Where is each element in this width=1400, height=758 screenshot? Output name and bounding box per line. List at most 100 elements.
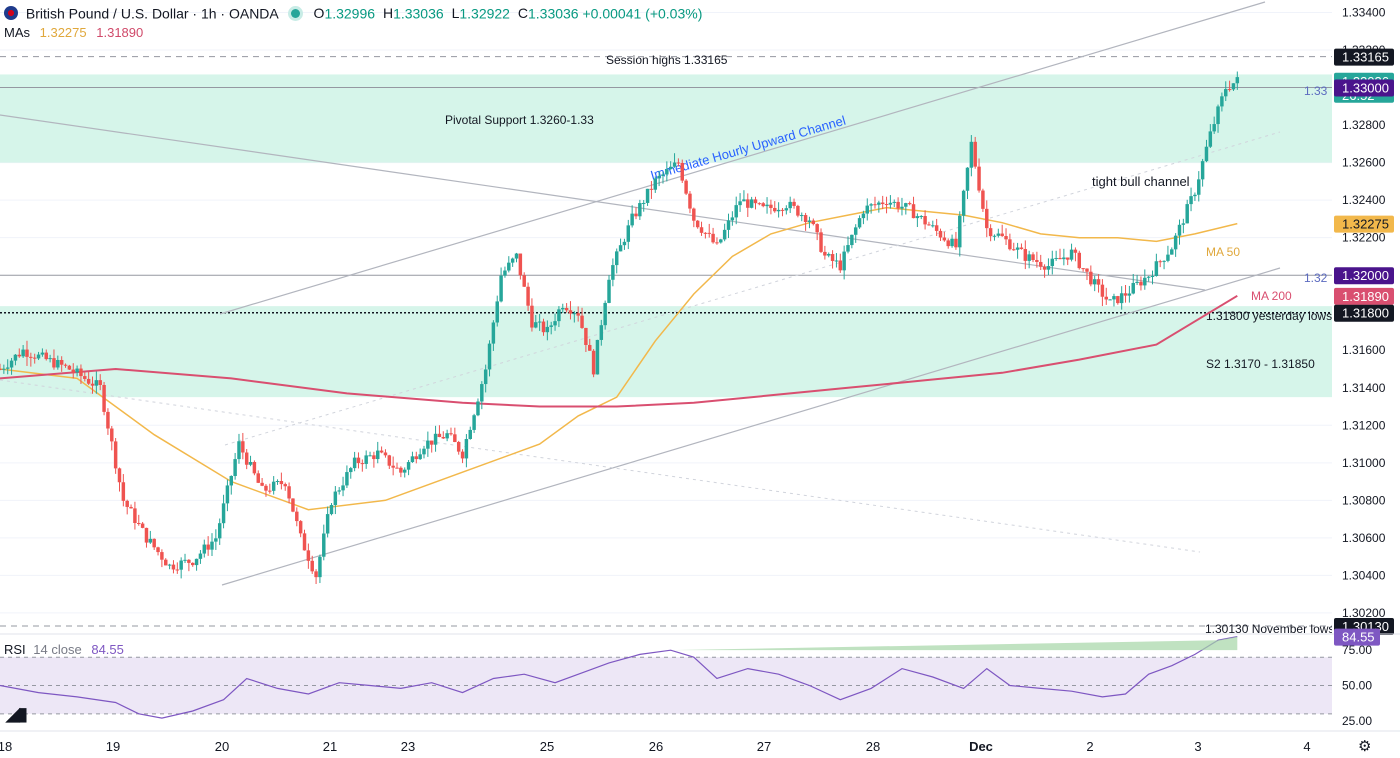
rsi-line [0,636,1238,719]
candle-body [1046,266,1051,270]
candle-body [927,224,931,226]
candle-body [680,162,684,181]
candle-body [202,544,207,554]
candle-body [187,559,191,563]
ma-legend[interactable]: MAs 1.32275 1.31890 [4,25,143,40]
candle-body [742,199,746,202]
candle-body [1104,296,1108,300]
candle-body [676,162,681,164]
candle-body [1231,83,1236,90]
candle-body [603,302,607,326]
candle-body [572,313,577,315]
candle-body [148,538,153,543]
candle-body [719,239,723,243]
descending-dotted-line [0,379,1201,553]
candle-body [1170,249,1174,255]
candle-body [638,203,642,217]
x-tick-label-7: 27 [757,739,771,754]
candle-body [295,511,299,522]
candle-body [969,141,974,168]
gear-icon[interactable]: ⚙ [1358,738,1372,755]
open-label: O [313,5,325,22]
candle-body [765,204,769,207]
candle-body [1027,254,1031,261]
y-tick-label-8: 1.31200 [1342,418,1386,432]
candle-body [198,553,203,559]
candle-body [904,203,908,207]
candle-body [958,215,962,248]
low-value: 1.32922 [459,5,510,22]
price-tag-text-6: 1.31800 [1342,306,1389,321]
candle-body [803,215,808,222]
rsi-overbought-fill [670,636,1238,651]
candle-body [938,230,943,238]
candle-body [67,365,72,370]
candle-body [796,205,800,216]
candle-body [1023,249,1028,261]
candle-body [1177,224,1182,236]
candle-body [190,562,195,566]
gbp-flag-icon [4,6,18,21]
zone-label-s2: S2 1.3170 - 1.31850 [1206,357,1315,371]
candle-body [1015,247,1020,250]
candle-body [90,383,95,386]
candle-body [761,203,765,207]
candle-body [499,275,503,302]
tradingview-logo-icon[interactable]: ◢▮ [6,704,28,724]
candle-body [738,201,742,206]
candle-body [923,216,927,225]
candle-body [349,468,353,473]
candle-body [2,368,6,370]
rsi-value-tag-text: 84.55 [1342,630,1375,645]
candle-body [71,369,75,373]
level-label-yesterday-lows: 1.31800 yesterday lows [1206,309,1332,323]
candle-body [1042,266,1047,270]
price-tag-text-2: 1.33000 [1342,81,1389,96]
candle-body [194,558,199,566]
candle-body [988,228,993,237]
price-tag-2 [1334,79,1394,97]
market-status-icon [290,8,300,18]
ma50-line [0,206,1238,511]
candle-body [819,232,823,252]
candle-body [237,441,241,460]
candle-body [287,486,291,499]
x-tick-label-1: 19 [106,739,120,754]
rsi-legend[interactable]: RSI 14 close 84.55 [4,642,124,657]
candle-body [9,360,14,368]
candle-body [310,560,314,572]
price-tag-6 [1334,304,1394,322]
candle-body [63,364,68,366]
candle-body [857,218,862,228]
candle-body [383,452,388,456]
candle-body [406,462,411,470]
channel-lower-line [221,267,1281,586]
candle-body [977,166,981,191]
close-label: C [517,5,528,22]
x-tick-label-6: 26 [649,739,663,754]
candle-body [861,213,866,219]
candle-body [472,415,476,430]
candle-body [769,204,773,208]
ma200-line [0,294,1238,408]
candle-body [1139,281,1143,286]
candle-body [483,369,488,385]
candle-body [268,490,272,492]
candle-body [495,301,499,323]
candle-body [225,485,230,504]
candle-body [5,367,10,369]
x-tick-label-3: 21 [323,739,337,754]
candle-body [595,339,600,375]
candle-body [630,213,634,226]
candle-body [1131,282,1135,294]
candle-body [823,251,827,256]
candle-body [391,465,395,468]
candle-body [1235,77,1240,84]
candle-body [892,201,896,203]
candle-body [1012,249,1016,251]
candle-body [264,485,268,491]
candle-body [534,322,538,328]
price-tag-text-0: 1.33165 [1342,50,1389,65]
price-tag-4 [1334,267,1394,285]
